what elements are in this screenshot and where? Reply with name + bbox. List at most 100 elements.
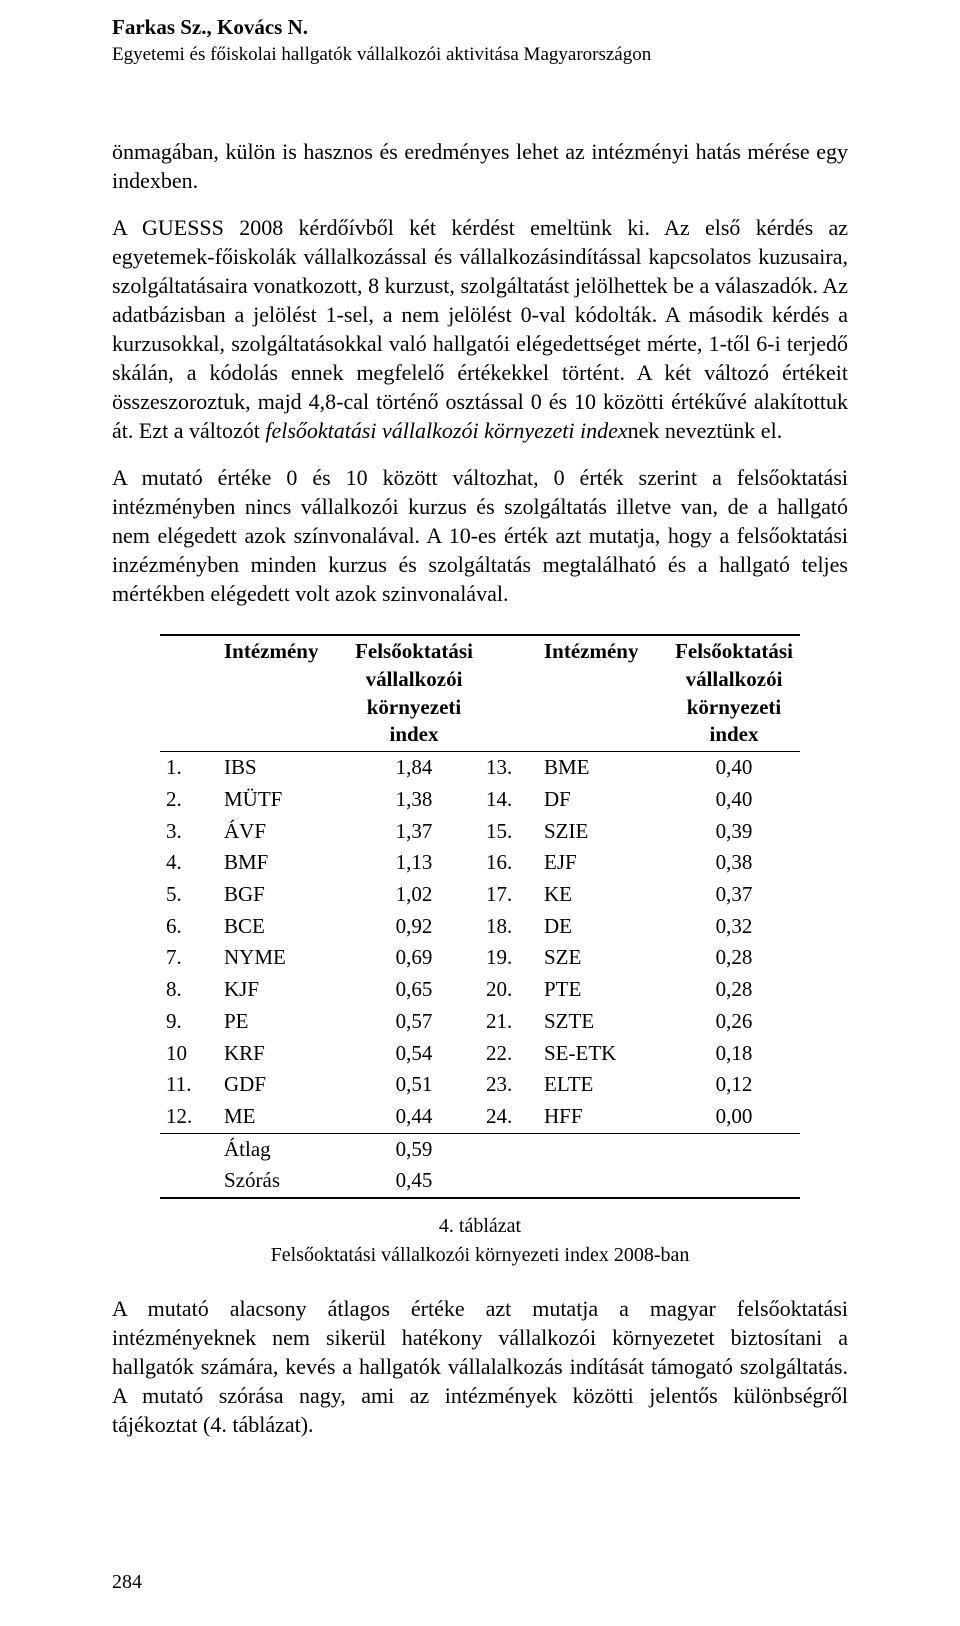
paragraph-3: A mutató alacsony átlagos értéke azt mut… [112,1294,848,1439]
cell-inst-left: ÁVF [218,816,348,848]
page: Farkas Sz., Kovács N. Egyetemi és főisko… [0,0,960,1626]
table-caption: 4. táblázat Felsőoktatási vállalkozói kö… [112,1213,848,1268]
cell-val-left: 0,51 [348,1069,480,1101]
cell-inst-right: PTE [538,974,668,1006]
cell-val-right: 0,39 [668,816,800,848]
table-row: 4.BMF1,1316.EJF0,38 [160,847,800,879]
cell-val-right: 0,26 [668,1006,800,1038]
table-row: 5.BGF1,0217.KE0,37 [160,879,800,911]
cell-inst-right: SZIE [538,816,668,848]
cell-val-left: 0,54 [348,1038,480,1070]
cell-val-right: 0,18 [668,1038,800,1070]
cell-num-right: 14. [480,784,538,816]
table-footer-avg: Átlag 0,59 [160,1133,800,1165]
cell-num-left: 12. [160,1101,218,1133]
paragraph-1a: önmagában, külön is hasznos és eredménye… [112,137,848,195]
cell-inst-left: GDF [218,1069,348,1101]
cell-val-left: 0,65 [348,974,480,1006]
cell-inst-left: ME [218,1101,348,1133]
cell-inst-right: SZE [538,942,668,974]
cell-num-right: 20. [480,974,538,1006]
header-subtitle: Egyetemi és főiskolai hallgatók vállalko… [112,42,848,67]
table-row: 7.NYME0,6919.SZE0,28 [160,942,800,974]
cell-inst-left: PE [218,1006,348,1038]
cell-inst-right: SZTE [538,1006,668,1038]
th-institution-2: Intézmény [538,635,668,751]
cell-num-left: 7. [160,942,218,974]
cell-val-right: 0,32 [668,911,800,943]
th-blank-1 [160,635,218,751]
th-index-2: Felsőoktatásivállalkozóikörnyezetiindex [668,635,800,751]
cell-val-right: 0,28 [668,942,800,974]
table-row: 2.MÜTF1,3814.DF0,40 [160,784,800,816]
cell-num-left: 1. [160,752,218,784]
table-row: 3.ÁVF1,3715.SZIE0,39 [160,816,800,848]
th-blank-2 [480,635,538,751]
table-row: 12.ME0,4424.HFF0,00 [160,1101,800,1133]
table-footer-sd: Szórás 0,45 [160,1165,800,1198]
caption-number: 4. táblázat [112,1213,848,1239]
cell-val-right: 0,12 [668,1069,800,1101]
paragraph-1b-italic: felsőoktatási vállalkozói környezeti ind… [265,418,627,443]
paragraph-1b: A GUESSS 2008 kérdőívből két kérdést eme… [112,213,848,445]
cell-num-right: 24. [480,1101,538,1133]
cell-num-right: 18. [480,911,538,943]
cell-val-right: 0,38 [668,847,800,879]
cell-num-right: 21. [480,1006,538,1038]
th-index-1: Felsőoktatásivállalkozóikörnyezetiindex [348,635,480,751]
cell-inst-right: ELTE [538,1069,668,1101]
cell-inst-right: EJF [538,847,668,879]
cell-inst-right: KE [538,879,668,911]
cell-val-right: 0,28 [668,974,800,1006]
cell-num-right: 19. [480,942,538,974]
cell-val-right: 0,00 [668,1101,800,1133]
table-row: 10KRF0,5422.SE-ETK0,18 [160,1038,800,1070]
cell-num-left: 6. [160,911,218,943]
footer-avg-label: Átlag [218,1133,348,1165]
cell-inst-left: NYME [218,942,348,974]
cell-inst-right: HFF [538,1101,668,1133]
cell-val-left: 1,38 [348,784,480,816]
cell-val-left: 0,69 [348,942,480,974]
cell-val-left: 0,57 [348,1006,480,1038]
cell-val-right: 0,37 [668,879,800,911]
cell-val-left: 1,84 [348,752,480,784]
cell-num-left: 4. [160,847,218,879]
footer-sd-value: 0,45 [348,1165,480,1198]
cell-num-right: 22. [480,1038,538,1070]
cell-val-left: 1,37 [348,816,480,848]
paragraph-1b-pre: A GUESSS 2008 kérdőívből két kérdést eme… [112,215,848,443]
footer-avg-value: 0,59 [348,1133,480,1165]
paragraph-2: A mutató értéke 0 és 10 között változhat… [112,463,848,608]
cell-inst-left: MÜTF [218,784,348,816]
cell-inst-left: BMF [218,847,348,879]
cell-num-right: 15. [480,816,538,848]
cell-inst-left: IBS [218,752,348,784]
cell-inst-right: SE-ETK [538,1038,668,1070]
cell-inst-right: DE [538,911,668,943]
table-4: Intézmény Felsőoktatásivállalkozóikörnye… [160,634,800,1199]
cell-num-left: 5. [160,879,218,911]
footer-sd-label: Szórás [218,1165,348,1198]
cell-num-left: 2. [160,784,218,816]
cell-inst-right: BME [538,752,668,784]
cell-num-right: 17. [480,879,538,911]
cell-num-left: 3. [160,816,218,848]
th-institution-1: Intézmény [218,635,348,751]
table-row: 11.GDF0,5123.ELTE0,12 [160,1069,800,1101]
cell-num-right: 23. [480,1069,538,1101]
cell-inst-right: DF [538,784,668,816]
cell-inst-left: KJF [218,974,348,1006]
table-row: 1.IBS1,8413.BME0,40 [160,752,800,784]
cell-num-right: 16. [480,847,538,879]
table-row: 6.BCE0,9218.DE0,32 [160,911,800,943]
cell-inst-left: BCE [218,911,348,943]
table-row: 9.PE0,5721.SZTE0,26 [160,1006,800,1038]
table-element: Intézmény Felsőoktatásivállalkozóikörnye… [160,634,800,1199]
page-number: 284 [112,1569,848,1595]
cell-val-left: 0,44 [348,1101,480,1133]
paragraph-1b-post: nek neveztünk el. [628,418,783,443]
table-row: 8.KJF0,6520.PTE0,28 [160,974,800,1006]
cell-num-left: 11. [160,1069,218,1101]
table-body: 1.IBS1,8413.BME0,402.MÜTF1,3814.DF0,403.… [160,752,800,1134]
